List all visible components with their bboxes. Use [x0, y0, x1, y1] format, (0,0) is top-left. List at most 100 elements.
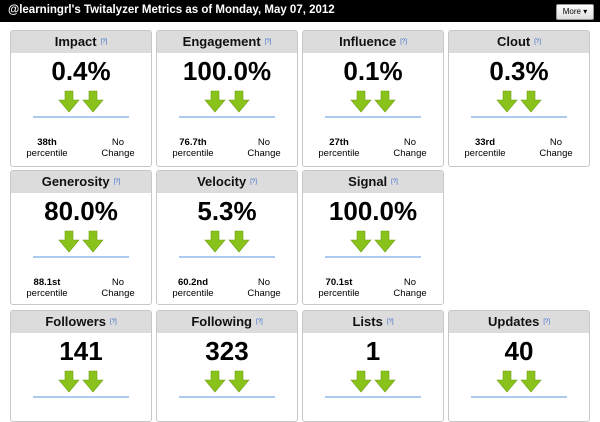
card-header: Impact [?] — [11, 31, 151, 53]
rank-value: 38th — [37, 137, 57, 148]
metric-card: Clout [?] 0.3% 33rd percentile No Change — [448, 30, 590, 167]
change: No Change — [101, 137, 135, 159]
card-value: 100.0% — [182, 56, 272, 86]
rank-label: percentile — [318, 288, 360, 299]
down-arrow — [520, 370, 542, 393]
down-arrow — [204, 90, 226, 113]
change: No Change — [539, 137, 573, 159]
change: No Change — [393, 277, 427, 299]
metric-card: Influence [?] 0.1% 27th percentile No Change — [302, 30, 444, 167]
down-arrow — [228, 230, 250, 253]
rank-label: percentile — [318, 148, 360, 159]
metric-card: Engagement [?] 100.0% 76.7th percentile No Ch… — [156, 30, 298, 167]
trend-icon — [325, 230, 421, 258]
card-header: Updates [?] — [449, 311, 589, 333]
card-value: 0.1% — [343, 56, 403, 86]
card-value: 0.4% — [51, 56, 111, 86]
card-value: 40 — [504, 336, 534, 366]
card-value: 0.3% — [489, 56, 549, 86]
down-arrow — [496, 370, 518, 393]
card-header: Clout [?] — [449, 31, 589, 53]
card-header: Lists [?] — [303, 311, 443, 333]
down-arrow — [374, 230, 396, 253]
card-header: Velocity [?] — [157, 171, 297, 193]
help-link[interactable]: [?] — [110, 319, 117, 325]
trend-icon — [179, 90, 275, 118]
down-arrow — [204, 230, 226, 253]
trend-icon — [33, 370, 129, 398]
help-link[interactable]: [?] — [250, 179, 257, 185]
help-link[interactable]: [?] — [391, 179, 398, 185]
rank-label: percentile — [172, 288, 214, 299]
rank-value: 70.1st — [325, 277, 353, 288]
card-title: Influence — [339, 34, 397, 50]
rank: 76.7th percentile — [165, 137, 221, 159]
down-arrow — [82, 370, 104, 393]
rank-value: 60.2nd — [177, 277, 209, 288]
card-value: 323 — [205, 336, 249, 366]
top-bar: @learningrl's Twitalyzer Metrics as of M… — [0, 0, 600, 22]
down-arrow — [520, 90, 542, 113]
card-value: 1 — [365, 336, 381, 366]
help-link[interactable]: [?] — [386, 319, 394, 325]
down-arrow — [374, 90, 396, 113]
rank-label: percentile — [26, 148, 68, 159]
card-title: Following — [191, 314, 252, 330]
rank-label: percentile — [464, 148, 506, 159]
trend-icon — [325, 370, 421, 398]
card-title: Engagement — [182, 34, 261, 50]
card-title: Lists — [352, 314, 383, 330]
card-header: Following [?] — [157, 311, 297, 333]
down-arrow — [350, 370, 372, 393]
down-arrow — [228, 370, 250, 393]
rank-value: 76.7th — [179, 137, 207, 148]
page-title: @learningrl's Twitalyzer Metrics as of M… — [8, 4, 335, 16]
help-link[interactable]: [?] — [264, 39, 272, 45]
down-arrow — [350, 90, 372, 113]
metric-card: Updates [?] 40 — [448, 310, 590, 422]
trend-icon — [471, 370, 567, 398]
metric-card: Followers [?] 141 — [10, 310, 152, 422]
rank: 88.1st percentile — [19, 277, 75, 299]
trend-icon — [471, 90, 567, 118]
metric-card: Velocity [?] 5.3% 60.2nd percentile No Change — [156, 170, 298, 305]
help-link[interactable]: [?] — [100, 39, 108, 45]
help-link[interactable]: [?] — [534, 39, 541, 45]
card-title: Clout — [497, 34, 531, 50]
down-arrow — [204, 370, 226, 393]
metric-card: Lists [?] 1 — [302, 310, 444, 422]
help-link[interactable]: [?] — [255, 319, 263, 325]
down-arrow — [496, 90, 518, 113]
change: No Change — [101, 277, 135, 299]
change: No Change — [393, 137, 427, 159]
card-value: 5.3% — [197, 196, 257, 226]
trend-icon — [33, 230, 129, 258]
more-button[interactable]: More ▾ — [556, 4, 594, 20]
down-arrow — [58, 230, 80, 253]
rank-value: 27th — [329, 137, 349, 148]
down-arrow — [58, 370, 80, 393]
help-link[interactable]: [?] — [543, 319, 550, 325]
rank: 38th percentile — [19, 137, 75, 159]
down-arrow — [82, 230, 104, 253]
down-arrow — [58, 90, 80, 113]
down-arrow — [82, 90, 104, 113]
metric-card: Signal [?] 100.0% 70.1st percentile No Change — [302, 170, 444, 305]
rank: 60.2nd percentile — [165, 277, 221, 299]
more-label: More — [562, 7, 581, 16]
card-title: Impact — [54, 34, 97, 50]
down-arrow — [374, 370, 396, 393]
card-title: Updates — [488, 314, 540, 330]
card-header: Generosity [?] — [11, 171, 151, 193]
card-value: 100.0% — [328, 196, 418, 226]
rank: 27th percentile — [311, 137, 367, 159]
help-link[interactable]: [?] — [113, 179, 121, 185]
change: No Change — [247, 277, 281, 299]
help-link[interactable]: [?] — [400, 39, 407, 45]
card-header: Influence [?] — [303, 31, 443, 53]
card-value: 80.0% — [44, 196, 118, 226]
metric-card: Generosity [?] 80.0% 88.1st percentile No Cha… — [10, 170, 152, 305]
card-title: Signal — [348, 174, 388, 190]
trend-icon — [179, 230, 275, 258]
